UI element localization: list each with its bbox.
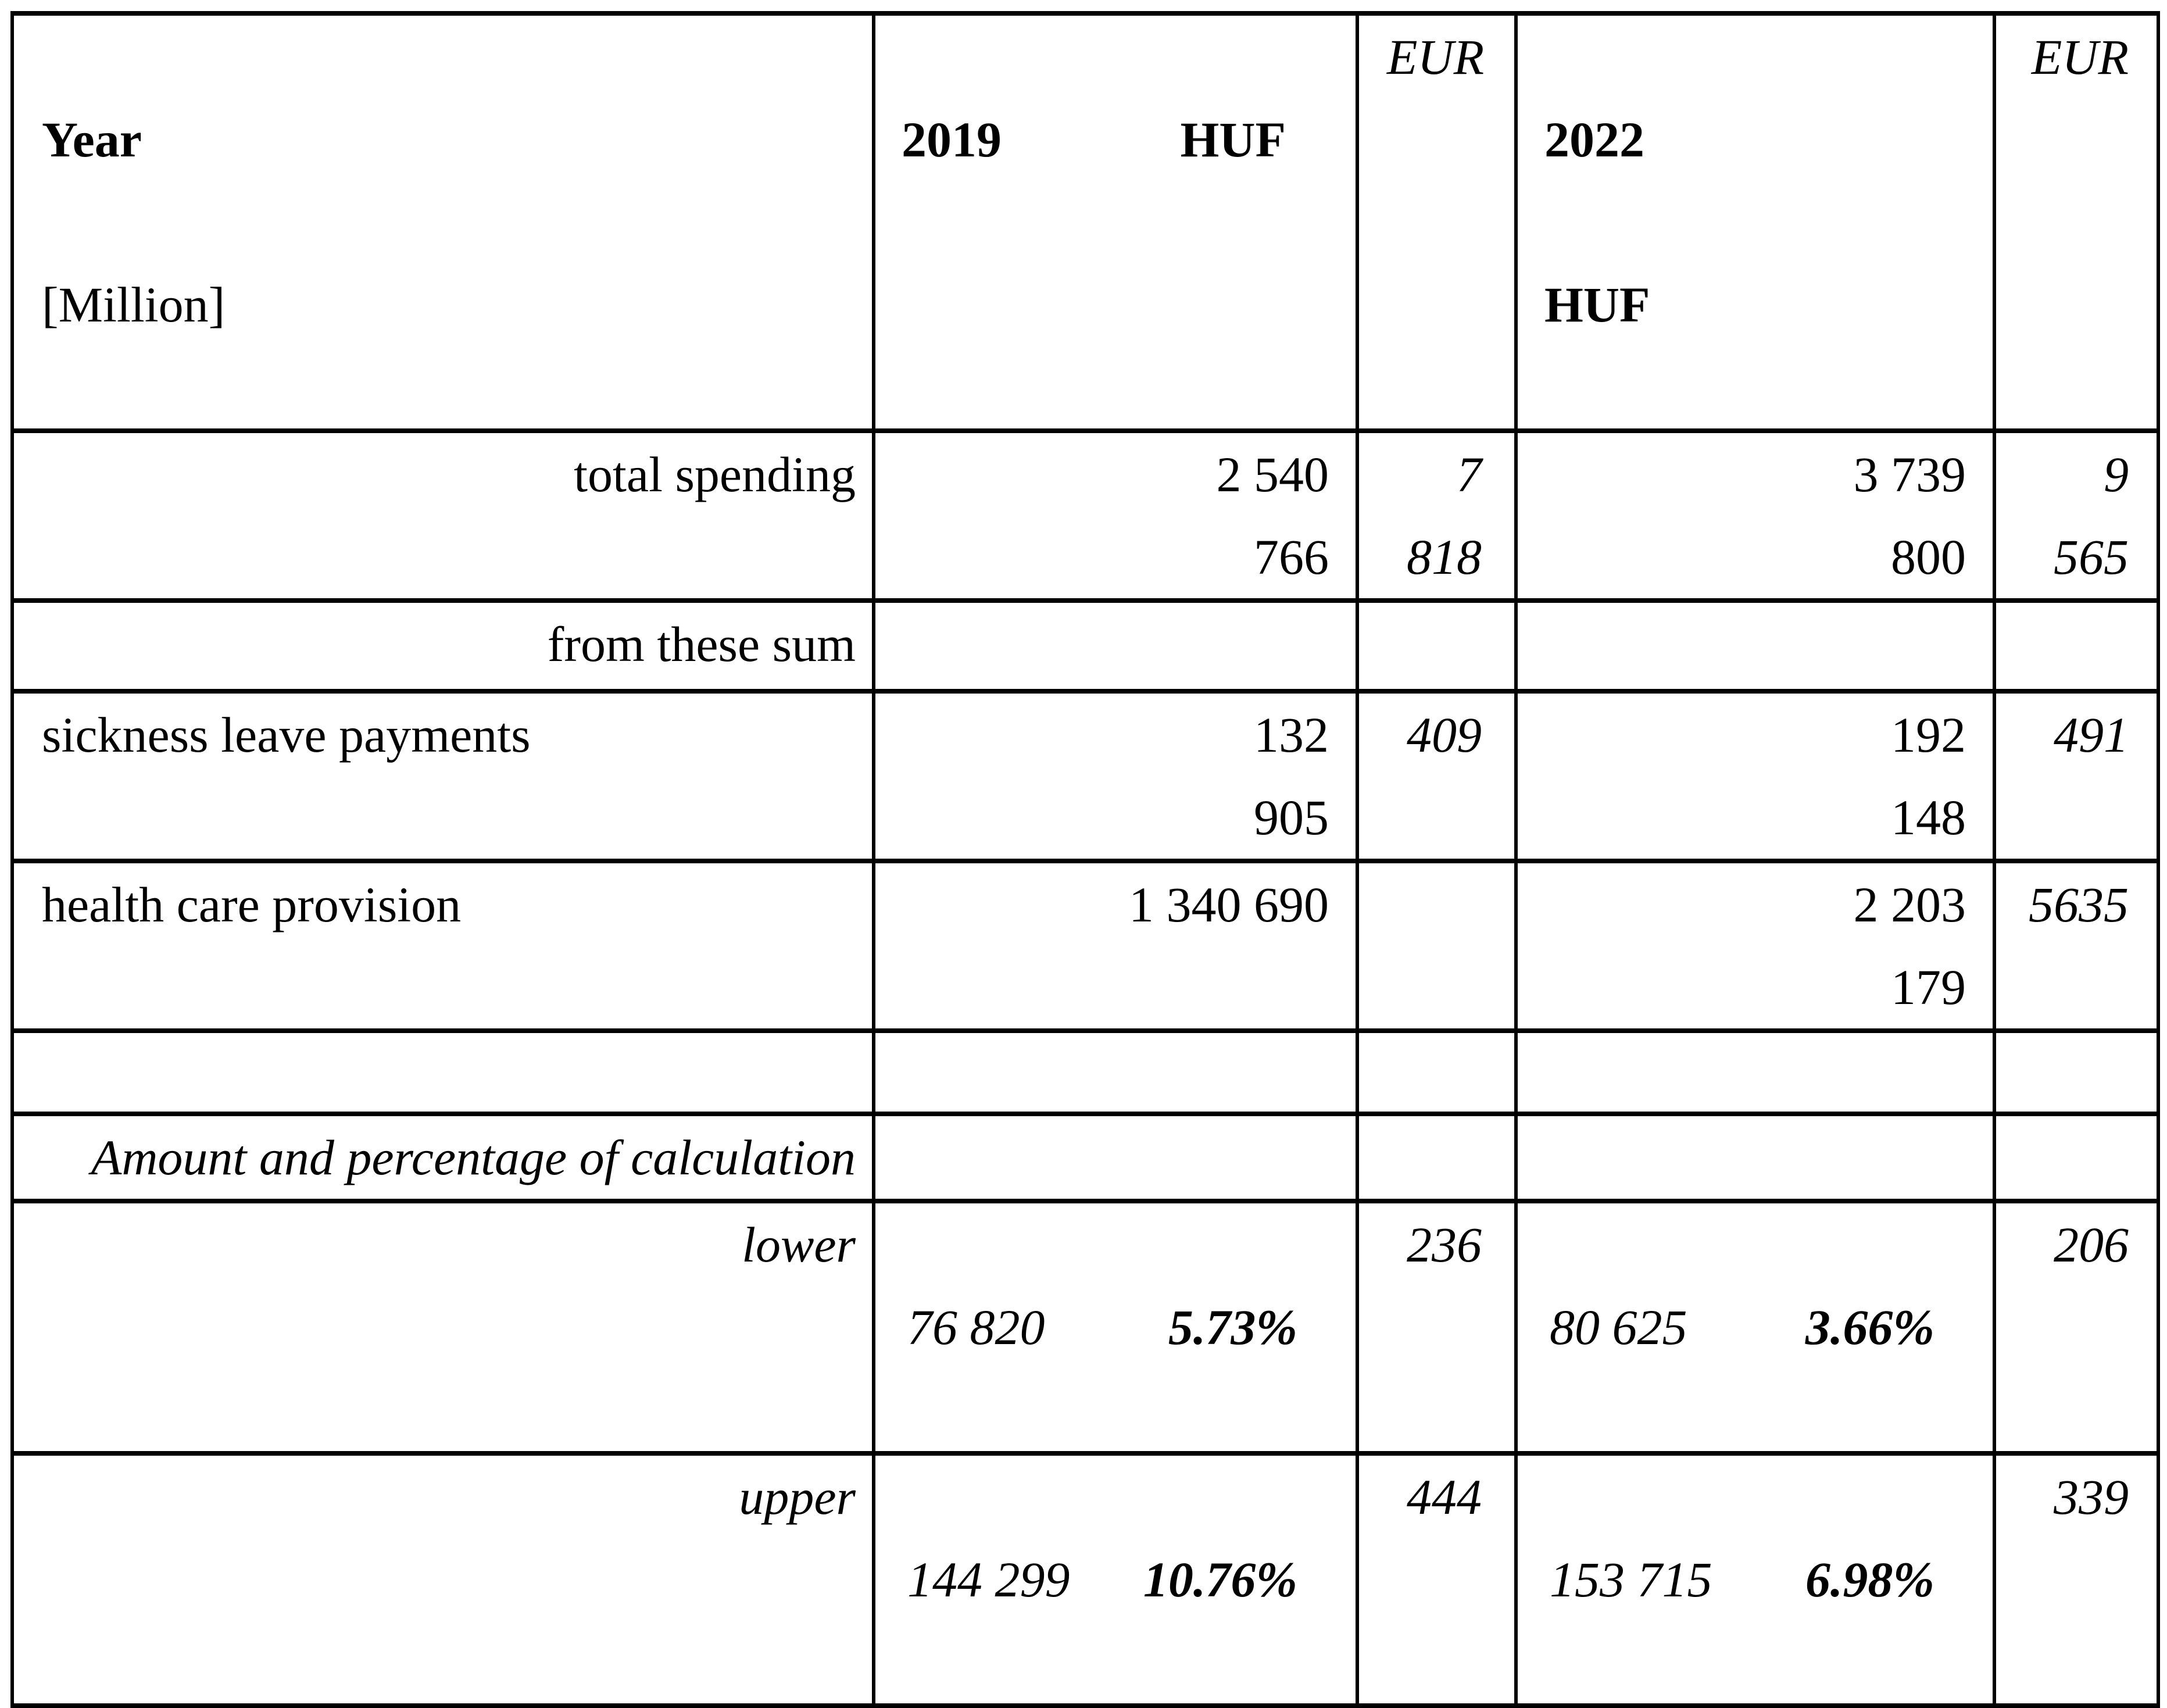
sickness-leave-eur-2019: 409: [1356, 689, 1518, 863]
empty-cell: [872, 1028, 1359, 1116]
from-these-sum-huf-2022: [1514, 598, 1996, 694]
header-2022-eur-cell: EUR: [1993, 11, 2160, 433]
empty-cell: [1993, 1028, 2160, 1116]
lower-pct-2019: 5.73%: [1168, 1299, 1297, 1355]
sickness-leave-huf-2022: 192 148: [1514, 689, 1996, 863]
header-2019-currency-label: HUF: [1180, 112, 1286, 167]
table-row-lower: lower 76 820 5.73% 236 80 625 3.66% 206: [10, 1199, 2160, 1456]
empty-cell: [1514, 1112, 1996, 1203]
lower-label: lower: [10, 1199, 875, 1456]
health-care-huf-2019: 1 340 690: [872, 859, 1359, 1033]
total-spending-huf-2022: 3 739 800: [1514, 428, 1996, 603]
header-year-cell: Year [Million]: [10, 11, 875, 433]
table-row-upper: upper 144 299 10.76% 444 153 715 6.98% 3…: [10, 1451, 2160, 1708]
lower-huf-pct-2019: 76 820 5.73%: [872, 1199, 1359, 1456]
upper-pct-2022: 6.98%: [1805, 1552, 1934, 1607]
upper-huf-pct-2022: 153 715 6.98%: [1514, 1451, 1996, 1708]
from-these-sum-eur-2022: [1993, 598, 2160, 694]
calculation-header-label: Amount and percentage of calculation: [10, 1112, 875, 1203]
sickness-leave-huf-2019: 132 905: [872, 689, 1359, 863]
upper-huf-pct-2019: 144 299 10.76%: [872, 1451, 1359, 1708]
lower-huf-pct-2022: 80 625 3.66%: [1514, 1199, 1996, 1456]
header-2019-label: 2019: [902, 112, 1002, 167]
lower-huf-2022: 80 625: [1550, 1299, 1687, 1355]
header-2022-label: 2022: [1544, 112, 1644, 167]
health-care-eur-2019: [1356, 859, 1518, 1033]
header-unit-label: [Million]: [42, 277, 226, 333]
empty-cell: [1356, 1028, 1518, 1116]
upper-eur-2019: 444: [1356, 1451, 1518, 1708]
header-2022-currency-label: HUF: [1544, 277, 1650, 333]
upper-huf-2019: 144 299: [907, 1552, 1070, 1607]
header-2019-huf-cell: 2019 HUF: [872, 11, 1359, 433]
upper-pct-2019: 10.76%: [1143, 1552, 1297, 1607]
empty-cell: [1993, 1112, 2160, 1203]
lower-eur-2022: 206: [1993, 1199, 2160, 1456]
sickness-leave-label: sickness leave payments: [10, 689, 875, 863]
empty-cell: [1356, 1112, 1518, 1203]
empty-cell: [10, 1028, 875, 1116]
empty-cell: [872, 1112, 1359, 1203]
table-row-total-spending: total spending 2 540 766 7 818 3 739 800…: [10, 428, 2160, 603]
total-spending-eur-2019: 7 818: [1356, 428, 1518, 603]
total-spending-huf-2019: 2 540 766: [872, 428, 1359, 603]
total-spending-label: total spending: [10, 428, 875, 603]
upper-huf-2022: 153 715: [1550, 1552, 1712, 1607]
empty-cell: [1514, 1028, 1996, 1116]
header-year-label: Year: [42, 112, 142, 167]
lower-pct-2022: 3.66%: [1805, 1299, 1934, 1355]
table-row-header: Year [Million] 2019 HUF EUR 2022 HUF EUR: [10, 11, 2160, 433]
lower-huf-2019: 76 820: [907, 1299, 1045, 1355]
lower-eur-2019: 236: [1356, 1199, 1518, 1456]
from-these-sum-eur-2019: [1356, 598, 1518, 694]
health-care-eur-2022: 5635: [1993, 859, 2160, 1033]
health-care-huf-2022: 2 203 179: [1514, 859, 1996, 1033]
sickness-leave-eur-2022: 491: [1993, 689, 2160, 863]
table-row-calculation-header: Amount and percentage of calculation: [10, 1112, 2160, 1203]
health-care-label: health care provision: [10, 859, 875, 1033]
table-row-empty: [10, 1028, 2160, 1116]
header-2022-huf-cell: 2022 HUF: [1514, 11, 1996, 433]
total-spending-eur-2022: 9 565: [1993, 428, 2160, 603]
table-row-sickness-leave: sickness leave payments 132 905 409 192 …: [10, 689, 2160, 863]
spending-table: Year [Million] 2019 HUF EUR 2022 HUF EUR…: [10, 11, 2160, 1708]
from-these-sum-huf-2019: [872, 598, 1359, 694]
upper-eur-2022: 339: [1993, 1451, 2160, 1708]
header-2019-eur-cell: EUR: [1356, 11, 1518, 433]
table-row-from-these-sum: from these sum: [10, 598, 2160, 694]
table-row-health-care: health care provision 1 340 690 2 203 17…: [10, 859, 2160, 1033]
upper-label: upper: [10, 1451, 875, 1708]
from-these-sum-label: from these sum: [10, 598, 875, 694]
